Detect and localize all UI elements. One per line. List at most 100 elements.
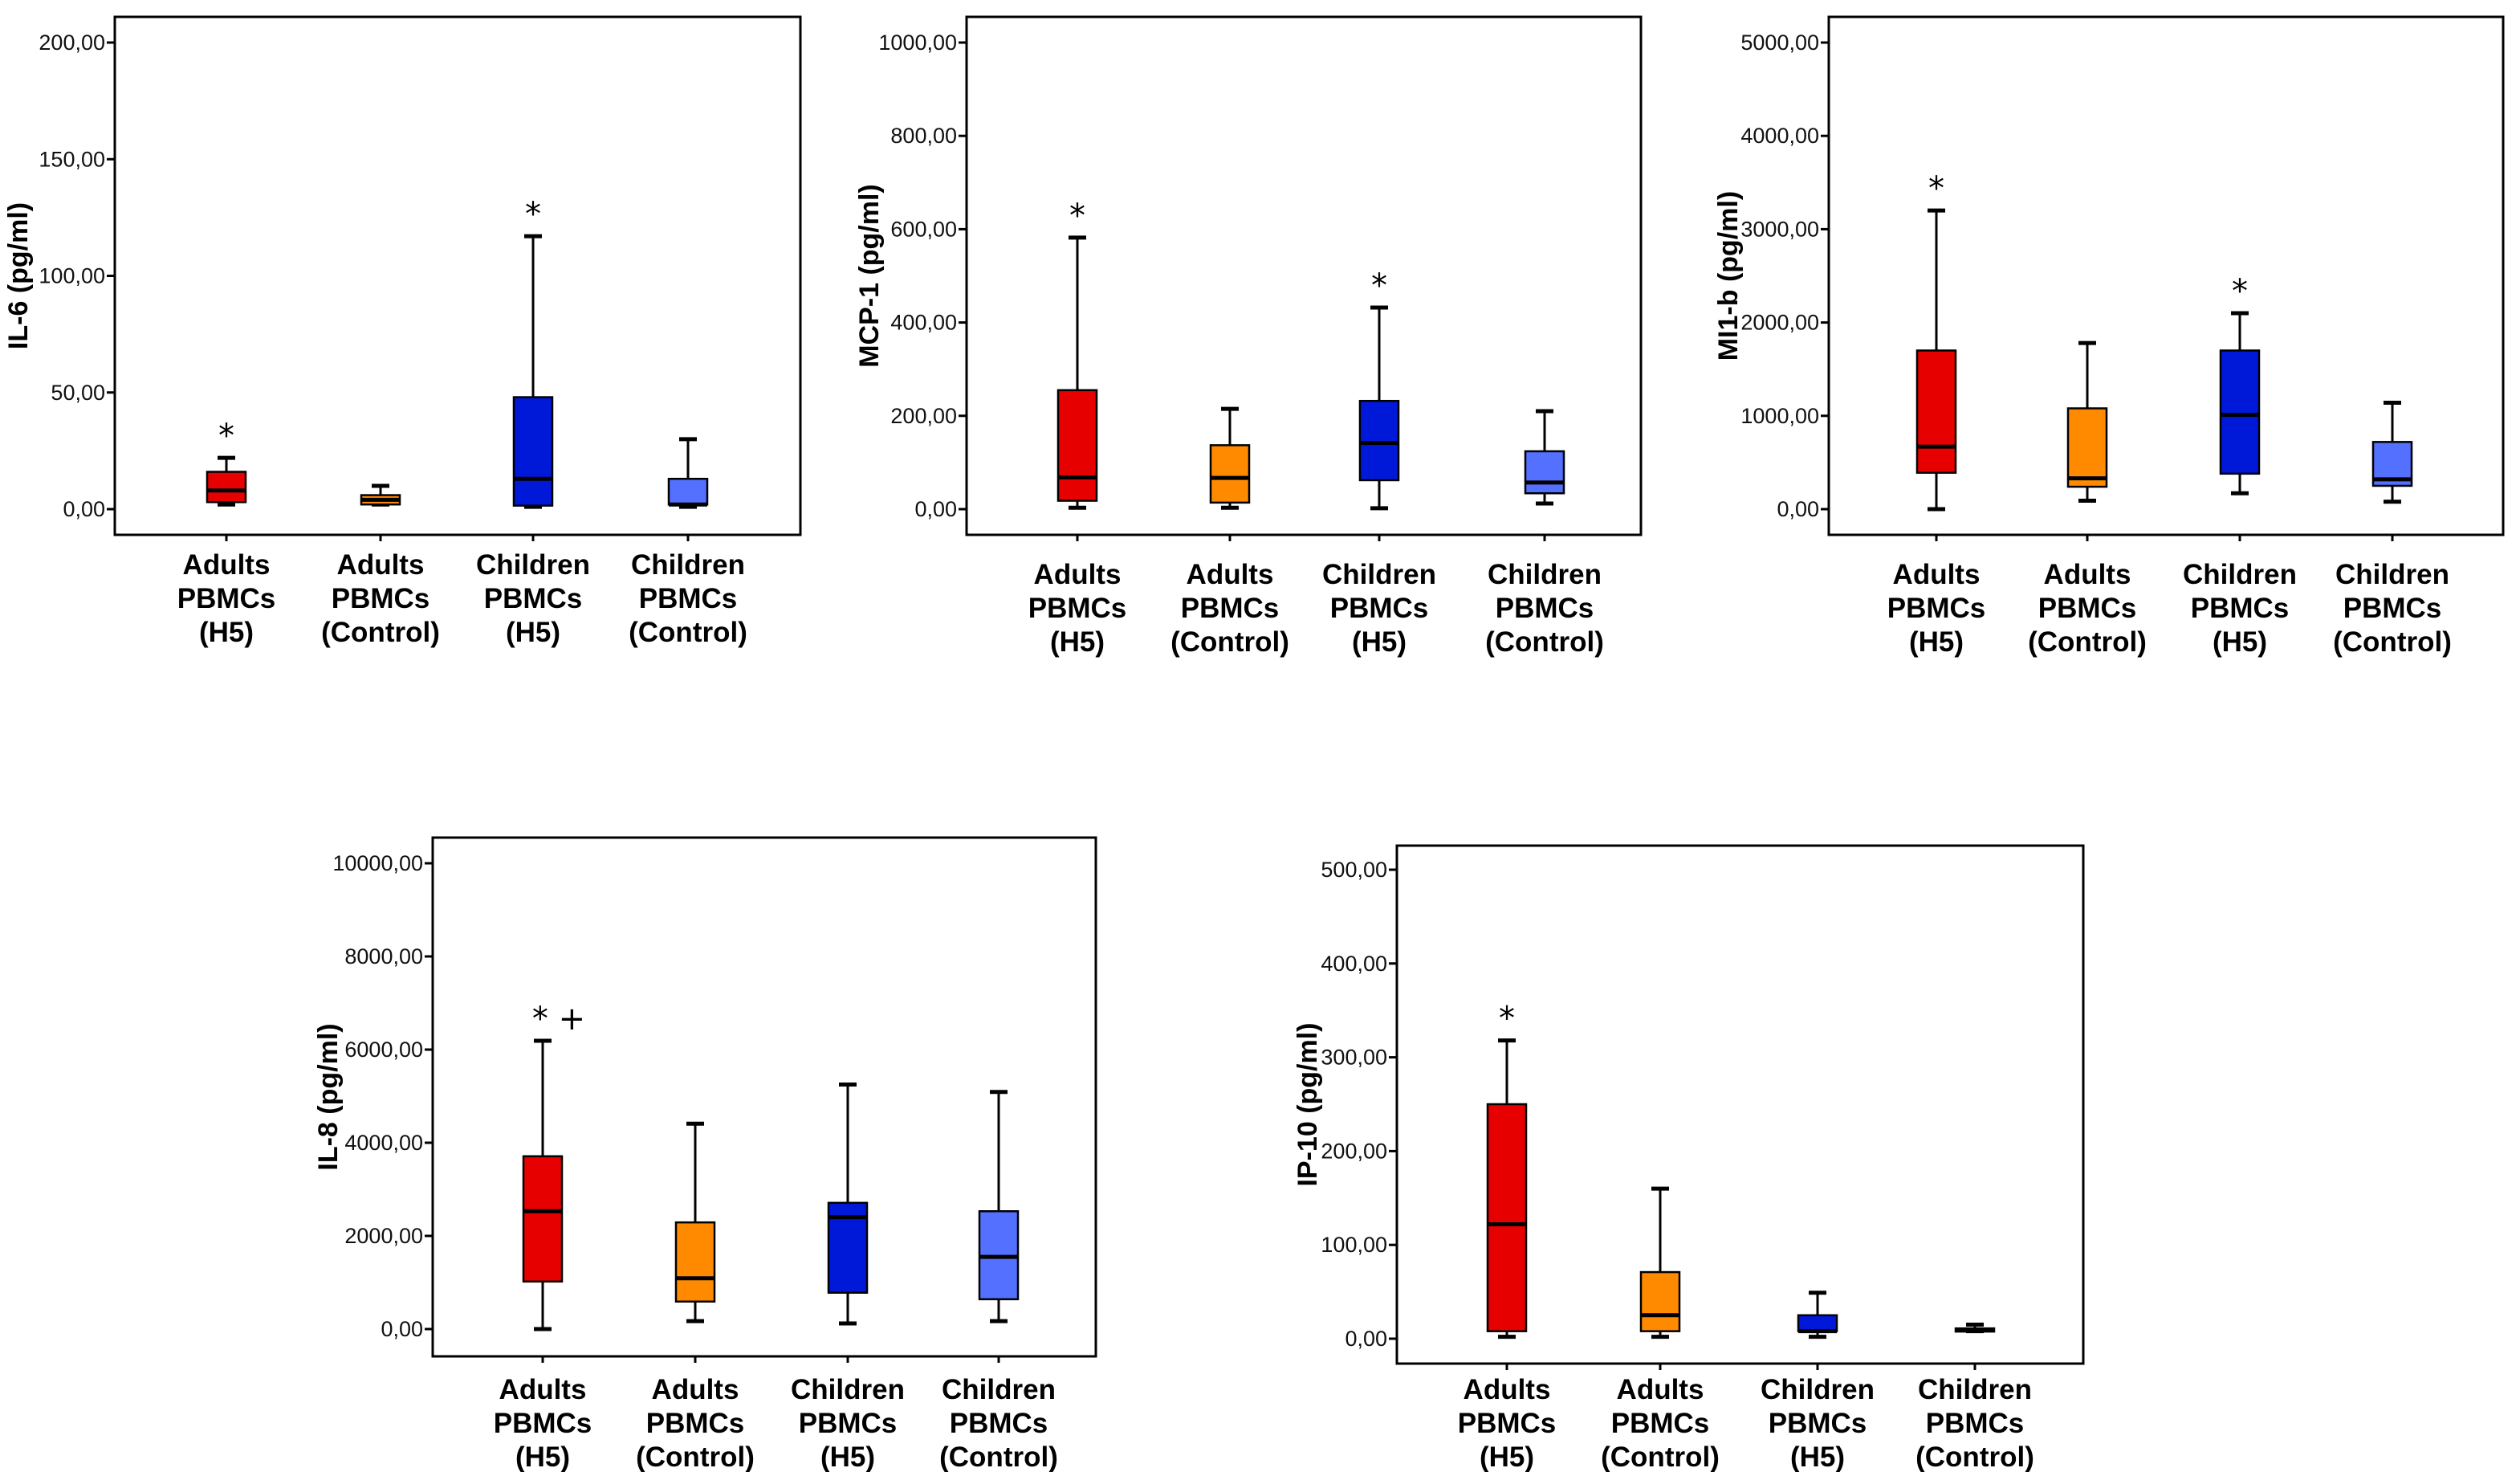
box-children-pbmcs-h5: * Children PBMCs (H5) <box>2183 273 2297 658</box>
significance-marker: * <box>1069 198 1085 234</box>
boxplot-panel-il-6: 0,00 50,00 100,00 150,00 200,00 IL-6 (pg/ml) *… <box>3 15 802 648</box>
y-tick-label: 0,00 <box>914 497 957 521</box>
x-category-label-line: (Control) <box>1170 626 1289 658</box>
x-category-label-line: PBMCs <box>332 583 430 614</box>
x-category-label-line: PBMCs <box>1028 593 1127 624</box>
x-category-label: Adults PBMCs (H5) <box>1028 559 1127 658</box>
x-category-label: Adults PBMCs (H5) <box>1887 559 1986 658</box>
significance-marker: * <box>1371 267 1387 304</box>
x-category-label-line: (H5) <box>199 617 254 648</box>
iqr-box <box>1358 399 1400 482</box>
x-category-label-line: PBMCs <box>2038 593 2137 624</box>
y-tick-label: 800,00 <box>890 124 957 148</box>
x-category-label: Adults PBMCs (H5) <box>177 549 276 648</box>
x-category-label-line: Adults <box>337 549 425 581</box>
y-tick-label: 4000,00 <box>344 1131 423 1155</box>
y-tick-label: 5000,00 <box>1740 31 1819 55</box>
significance-marker: * <box>1499 1001 1515 1038</box>
iqr-box <box>667 477 709 506</box>
iqr-box <box>1524 450 1565 495</box>
y-axis-title: IL-8 (pg/ml) <box>313 1023 344 1170</box>
y-tick-label: 2000,00 <box>344 1224 423 1248</box>
y-tick-label: 0,00 <box>1777 497 1819 521</box>
x-category-label-line: Children <box>2335 559 2449 590</box>
iqr-box <box>1486 1103 1528 1332</box>
boxplot-panel-mi1-b: 0,00 1000,00 2000,00 3000,00 4000,00 5000,00 M… <box>1713 15 2505 658</box>
x-category-label-line: PBMCs <box>1330 593 1429 624</box>
box-adults-pbmcs-h5: * Adults PBMCs (H5) <box>1458 1001 1557 1472</box>
x-category-label-line: (Control) <box>629 617 747 648</box>
y-tick-label: 500,00 <box>1321 858 1387 882</box>
y-tick-label: 400,00 <box>890 311 957 335</box>
box-children-pbmcs-h5: Children PBMCs (H5) <box>1761 1291 1875 1472</box>
y-tick-label: 400,00 <box>1321 952 1387 976</box>
x-category-label: Adults PBMCs (Control) <box>2028 559 2147 658</box>
x-category-label-line: PBMCs <box>1611 1408 1710 1439</box>
x-category-label-line: Children <box>942 1374 1056 1405</box>
y-tick-label: 200,00 <box>1321 1139 1387 1163</box>
y-tick-label: 1000,00 <box>1740 404 1819 428</box>
x-category-label-line: (H5) <box>506 617 560 648</box>
x-category-label-line: (H5) <box>1050 626 1105 658</box>
significance-marker: * <box>1928 170 1944 207</box>
x-category-label: Children PBMCs (Control) <box>1485 559 1604 658</box>
significance-marker: * <box>218 418 234 455</box>
x-category-label: Adults PBMCs (Control) <box>1170 559 1289 658</box>
x-category-label-line: (Control) <box>2028 626 2147 658</box>
x-category-label-line: (Control) <box>1601 1441 1720 1472</box>
x-category-label: Children PBMCs (Control) <box>939 1374 1058 1472</box>
x-category-label-line: (H5) <box>1909 626 1964 658</box>
x-category-label: Children PBMCs (H5) <box>1761 1374 1875 1472</box>
x-category-label: Adults PBMCs (H5) <box>1458 1374 1557 1472</box>
iqr-box <box>206 471 247 504</box>
iqr-box <box>1797 1314 1838 1332</box>
y-tick-label: 200,00 <box>890 404 957 428</box>
y-tick-label: 150,00 <box>39 147 105 171</box>
x-category-label-line: Adults <box>1617 1374 1704 1405</box>
x-category-label-line: Children <box>1322 559 1436 590</box>
box-children-pbmcs-h5: Children PBMCs (H5) <box>791 1083 905 1472</box>
y-tick-label: 0,00 <box>381 1317 423 1341</box>
y-tick-label: 8000,00 <box>344 944 423 968</box>
x-category-label: Adults PBMCs (Control) <box>1601 1374 1720 1472</box>
x-category-label-line: PBMCs <box>639 583 738 614</box>
x-category-label-line: (H5) <box>2213 626 2267 658</box>
box-adults-pbmcs-control: Adults PBMCs (Control) <box>321 483 440 648</box>
x-category-label: Children PBMCs (Control) <box>2333 559 2452 658</box>
box-children-pbmcs-control: Children PBMCs (Control) <box>939 1090 1058 1472</box>
y-tick-label: 6000,00 <box>344 1038 423 1062</box>
y-axis-title: IP-10 (pg/ml) <box>1293 1022 1323 1186</box>
iqr-box <box>1056 389 1098 502</box>
iqr-box <box>2219 349 2261 475</box>
iqr-box <box>1915 349 1957 474</box>
x-category-label: Children PBMCs (H5) <box>476 549 590 648</box>
x-category-label: Children PBMCs (H5) <box>1322 559 1436 658</box>
box-children-pbmcs-h5: * Children PBMCs (H5) <box>476 196 590 648</box>
iqr-box <box>2066 407 2108 488</box>
x-category-label-line: Adults <box>1034 559 1122 590</box>
box-children-pbmcs-control: Children PBMCs (Control) <box>2333 401 2452 658</box>
x-category-label-line: Children <box>2183 559 2297 590</box>
box-adults-pbmcs-control: Adults PBMCs (Control) <box>636 1121 755 1472</box>
x-category-label-line: (Control) <box>321 617 440 648</box>
y-axis-title: IL-6 (pg/ml) <box>3 202 34 349</box>
x-category-label: Children PBMCs (Control) <box>629 549 747 648</box>
significance-marker: * + <box>532 1001 585 1038</box>
x-category-label-line: PBMCs <box>1769 1408 1867 1439</box>
x-category-label-line: Adults <box>183 549 271 581</box>
significance-marker: * <box>525 196 541 233</box>
y-tick-label: 200,00 <box>39 31 105 55</box>
x-category-label-line: Children <box>791 1374 905 1405</box>
box-adults-pbmcs-control: Adults PBMCs (Control) <box>2028 340 2147 658</box>
x-category-label-line: PBMCs <box>1458 1408 1557 1439</box>
x-category-label-line: PBMCs <box>646 1408 745 1439</box>
iqr-box <box>522 1155 564 1283</box>
iqr-box <box>1209 444 1251 504</box>
y-tick-label: 3000,00 <box>1740 217 1819 241</box>
box-adults-pbmcs-h5: * Adults PBMCs (H5) <box>177 418 276 648</box>
x-category-label-line: Children <box>1761 1374 1875 1405</box>
box-adults-pbmcs-h5: * Adults PBMCs (H5) <box>1887 170 1986 658</box>
x-category-label-line: Children <box>1488 559 1602 590</box>
y-axis-title: MCP-1 (pg/ml) <box>854 184 885 368</box>
